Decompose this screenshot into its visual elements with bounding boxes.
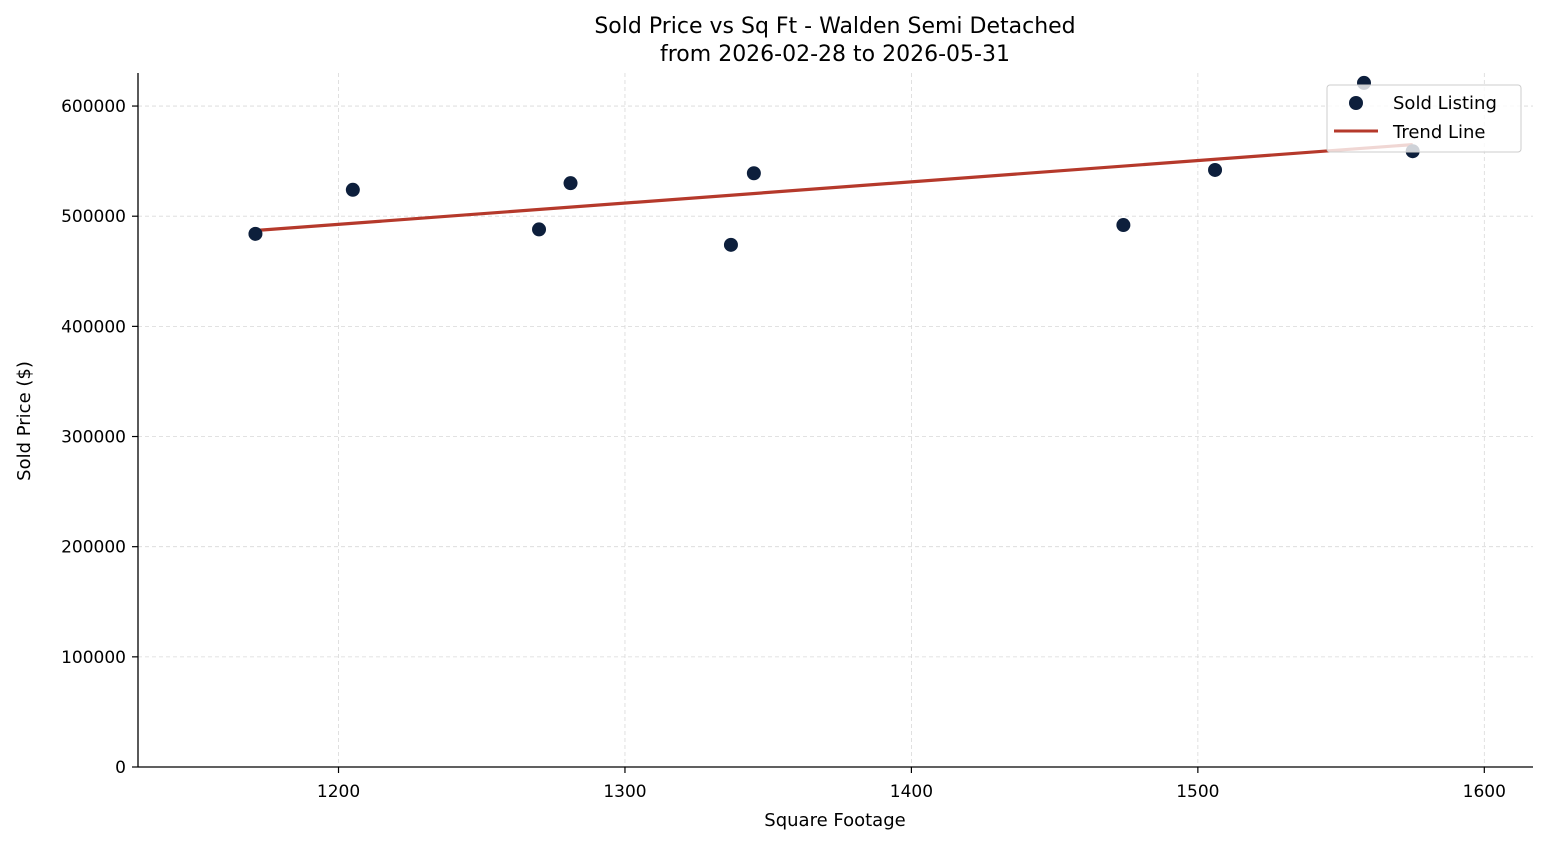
y-tick-label: 300000 [61, 428, 126, 448]
trend-line [255, 143, 1413, 233]
y-tick-label: 200000 [61, 538, 126, 558]
y-tick-label: 400000 [61, 317, 126, 337]
x-tick-label: 1400 [890, 782, 933, 802]
x-tick-label: 1500 [1176, 782, 1219, 802]
trend-layer [255, 143, 1413, 233]
y-axis-label: Sold Price ($) [14, 361, 35, 481]
sold-listing-point [746, 166, 761, 181]
axes-layer [137, 73, 1533, 768]
legend-box [1326, 84, 1522, 153]
y-tick-label: 600000 [61, 97, 126, 117]
tick-layer: 1200 1300 1400 1500 1600 0 100000 200000 300000 4… [61, 97, 1506, 802]
legend: Sold Listing Trend Line [1326, 84, 1522, 153]
legend-label-sold-listing: Sold Listing [1393, 93, 1497, 114]
y-tick-label: 0 [115, 758, 126, 778]
points-layer [248, 75, 1420, 252]
sold-listing-point [248, 226, 263, 241]
sold-listing-point [532, 222, 547, 237]
x-axis-label: Square Footage [764, 810, 905, 831]
y-tick-label: 100000 [61, 648, 126, 668]
sold-listing-point [723, 237, 738, 252]
sold-listing-point [563, 176, 578, 191]
grid-layer [138, 73, 1533, 767]
sold-listing-point [1208, 162, 1223, 177]
y-tick-label: 500000 [61, 207, 126, 227]
sold-listing-point [345, 182, 360, 197]
legend-marker-sold-listing [1349, 96, 1363, 110]
chart-title: Sold Price vs Sq Ft - Walden Semi Detach… [594, 14, 1075, 39]
sold-listing-point [1116, 218, 1131, 233]
x-tick-label: 1300 [603, 782, 646, 802]
x-tick-label: 1200 [317, 782, 360, 802]
x-tick-label: 1600 [1463, 782, 1506, 802]
legend-label-trend-line: Trend Line [1392, 122, 1486, 143]
chart-subtitle: from 2026-02-28 to 2026-05-31 [660, 42, 1010, 67]
